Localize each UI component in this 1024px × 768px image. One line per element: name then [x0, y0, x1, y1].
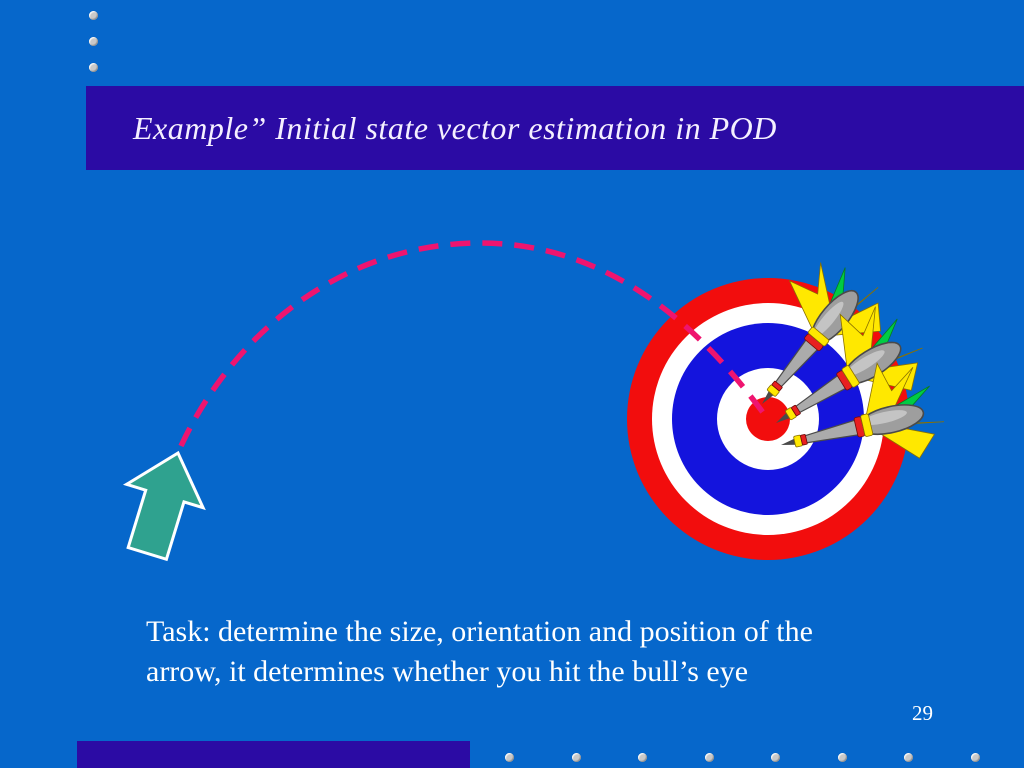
- decorative-dot: [89, 11, 98, 20]
- launch-arrow-icon: [122, 450, 206, 562]
- title-banner: Example” Initial state vector estimation…: [86, 86, 1024, 170]
- decorative-dot: [704, 753, 714, 762]
- decorative-dot: [89, 63, 98, 72]
- top-left-dot-column: [89, 11, 99, 89]
- decorative-dot: [837, 753, 847, 762]
- bottom-dot-row: [505, 753, 980, 762]
- decorative-dot: [505, 753, 514, 762]
- trajectory-dashed-line: [178, 240, 767, 448]
- task-text: Task: determine the size, orientation an…: [146, 612, 946, 692]
- decorative-dot: [89, 37, 98, 46]
- slide-title: Example” Initial state vector estimation…: [133, 109, 777, 146]
- decorative-dot: [904, 753, 914, 762]
- task-text-line1: Task: determine the size, orientation an…: [146, 615, 813, 648]
- task-text-line2: arrow, it determines whether you hit the…: [146, 655, 749, 688]
- decorative-dot: [771, 753, 781, 762]
- bottom-accent-bar: [77, 741, 470, 768]
- page-number: 29: [912, 701, 933, 725]
- decorative-dot: [970, 753, 980, 762]
- decorative-dot: [571, 753, 581, 762]
- decorative-dot: [638, 753, 648, 762]
